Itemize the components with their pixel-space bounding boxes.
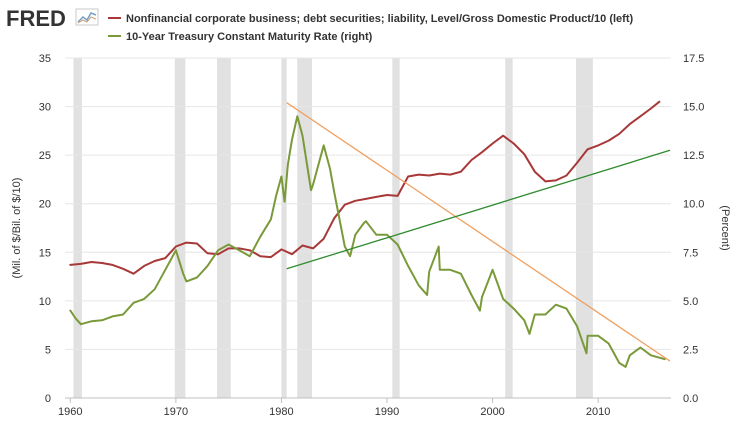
legend: Nonfinancial corporate business; debt se… — [108, 13, 633, 43]
y-left-tick-label: 0 — [45, 393, 51, 405]
recession-bands — [73, 58, 593, 398]
y-left-tick-label: 5 — [45, 344, 51, 356]
recession-band-1 — [174, 58, 186, 398]
ascending-trendline — [286, 149, 671, 270]
y-right-tick-label: 10.0 — [683, 199, 704, 211]
recession-band-0 — [73, 58, 82, 398]
series-line-treasury[interactable] — [69, 115, 666, 368]
recession-band-4 — [297, 58, 313, 398]
y-right-tick-label: 17.5 — [683, 53, 704, 65]
x-tick-label: 1960 — [58, 406, 82, 418]
series-lines — [69, 100, 666, 368]
recession-band-7 — [575, 58, 593, 398]
y-right-tick-label: 0.0 — [683, 393, 698, 405]
series-line-debt[interactable] — [69, 100, 661, 275]
gridlines — [65, 57, 671, 399]
descending-trendline — [286, 102, 671, 362]
recession-band-2 — [217, 58, 231, 398]
y-left-tick-label: 30 — [39, 102, 51, 114]
fred-graph-icon — [75, 8, 99, 26]
y-left-tick-label: 35 — [39, 53, 51, 65]
y-right-tick-label: 5.0 — [683, 296, 698, 308]
fred-logo[interactable]: FRED — [6, 6, 99, 31]
y-left-tick-label: 10 — [39, 296, 51, 308]
y-right-tick-label: 12.5 — [683, 150, 704, 162]
y-axis-left-title: (Mil. of $/Bil. of $/10) — [11, 178, 23, 279]
x-tick-label: 1980 — [269, 406, 293, 418]
legend-label-treasury: 10-Year Treasury Constant Maturity Rate … — [126, 31, 373, 43]
y-left-tick-label: 20 — [39, 199, 51, 211]
y-right-tick-label: 15.0 — [683, 102, 704, 114]
y-right-tick-label: 2.5 — [683, 344, 698, 356]
x-tick-label: 1970 — [164, 406, 188, 418]
x-tick-label: 2010 — [586, 406, 610, 418]
recession-band-3 — [281, 58, 287, 398]
legend-label-debt: Nonfinancial corporate business; debt se… — [126, 13, 633, 25]
x-tick-label: 1990 — [375, 406, 399, 418]
y-left-tick-label: 25 — [39, 150, 51, 162]
y-right-tick-label: 7.5 — [683, 247, 698, 259]
legend-item-debt[interactable]: Nonfinancial corporate business; debt se… — [108, 13, 633, 25]
y-axis-right-title: (Percent) — [719, 205, 731, 250]
recession-band-6 — [505, 58, 513, 398]
fred-logo-text: FRED — [6, 6, 66, 31]
recession-band-5 — [392, 58, 400, 398]
axes: 0 5 10 15 20 25 30 35 0.0 2.5 5.0 7.5 10.0 12.5 15.0 17… — [39, 53, 705, 418]
x-tick-label: 2000 — [480, 406, 504, 418]
trendlines — [286, 102, 671, 362]
y-left-tick-label: 15 — [39, 247, 51, 259]
legend-item-treasury[interactable]: 10-Year Treasury Constant Maturity Rate … — [108, 31, 373, 43]
